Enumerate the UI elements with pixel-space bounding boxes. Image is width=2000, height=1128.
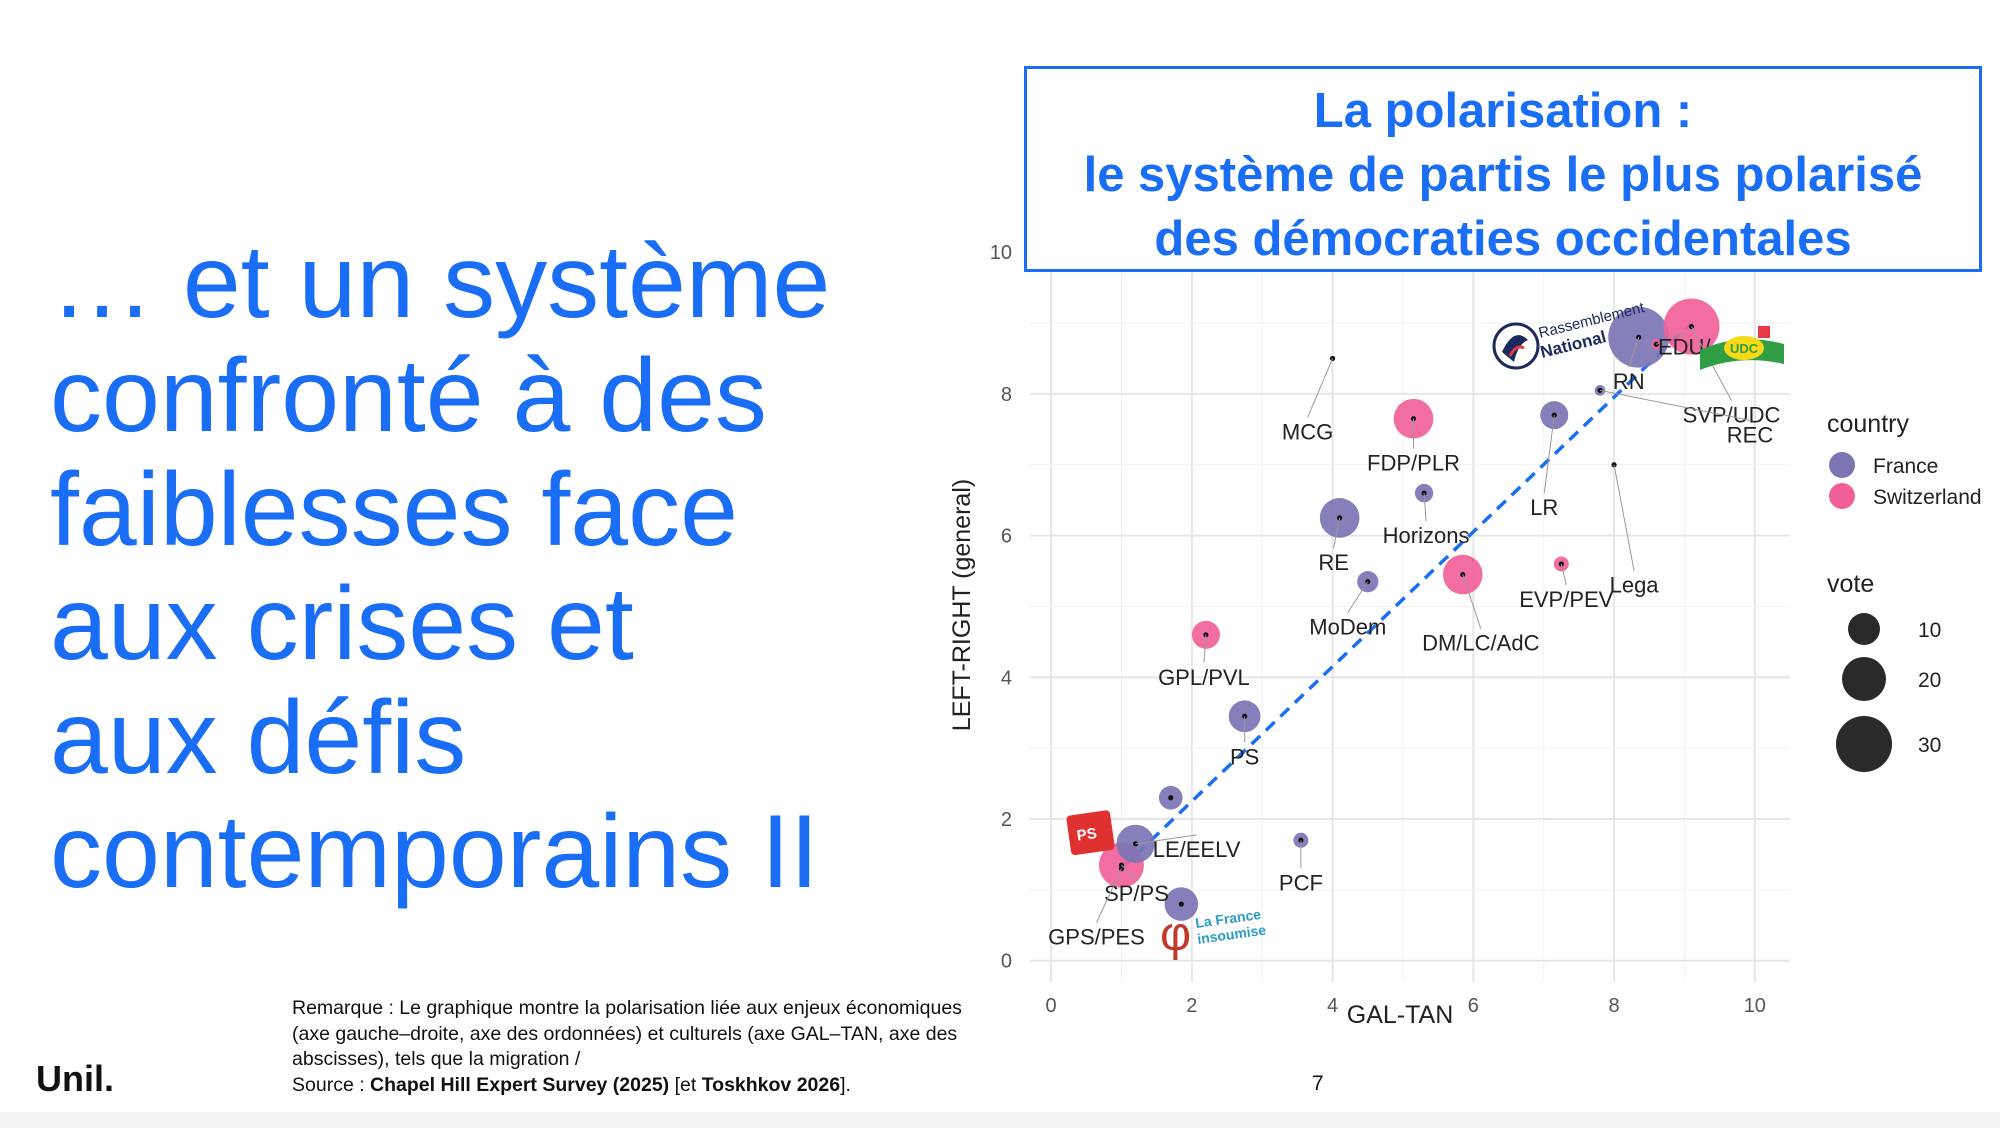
label-leader-line [1543,415,1555,494]
ps-logo-text: PS [1076,825,1098,845]
legend-france-label: France [1873,455,1938,478]
slide-title-line: aux crises et [50,566,634,682]
chart-title-line-3: des démocraties occidentales [1154,212,1852,266]
label-leader-line [1121,864,1137,880]
data-point-center [1168,795,1174,801]
legend-switzerland-swatch [1829,483,1855,509]
label-leader-line [1203,634,1207,663]
ps-logo: PS [1066,810,1115,856]
legend-vote-20-label: 20 [1918,669,1941,692]
axis-ticks: 0 2 4 6 8 10 0 2 4 6 8 10 [990,242,1766,1017]
label-leader-line [1613,464,1635,571]
slide-title-line: faiblesses face [50,452,738,568]
source-suffix: ]. [840,1073,851,1096]
x-tick-label: 8 [1609,995,1620,1017]
remark-note: Remarque : Le graphique montre la polari… [292,996,972,1098]
data-point-center [1132,841,1139,847]
y-tick-label: 8 [1001,384,1012,406]
label-leader-line [1656,331,1685,345]
point-label: Lega [1610,573,1660,598]
chart-title-box: La polarisation : le système de partis l… [1024,66,1982,272]
x-tick-label: 4 [1327,995,1338,1017]
x-tick-label: 0 [1046,995,1057,1017]
point-label: GPS/PES [1048,925,1145,950]
label-leader-line [1307,358,1334,418]
legend-vote-title: vote [1827,570,1874,598]
point-label: Horizons [1383,523,1470,548]
point-label: DM/LC/AdC [1422,631,1539,656]
label-leader-line [1628,337,1640,368]
legend-switzerland-label: Switzerland [1873,486,1982,509]
label-leader-line [1423,493,1427,522]
point-label: SP/PS [1104,881,1169,906]
point-label: MCG [1282,419,1333,444]
data-point-center [1178,901,1184,907]
point-label: MoDem [1309,615,1386,640]
point-label: FDP/PLR [1367,451,1460,476]
y-tick-label: 6 [1001,526,1012,548]
point-labels: RNEDU/SVP/UDCRECLRMCGLegaFDP/PLRHorizons… [1048,326,1781,950]
point-label: LR [1530,495,1558,520]
bottom-band [0,1112,2000,1128]
chart-title-line-1: La polarisation : [1313,84,1693,138]
legend: country France Switzerland vote 10 20 30 [1827,410,1982,772]
page-number: 7 [1312,1072,1324,1095]
trend-line [1120,321,1693,870]
slide-title-line: … et un système [50,224,831,340]
legend-country-title: country [1827,410,1909,438]
label-leader-line [1599,389,1751,421]
label-leader-line [1135,834,1197,845]
legend-vote-10-swatch [1848,613,1880,645]
legend-france-swatch [1829,452,1855,478]
phi-icon: φ [1160,908,1191,961]
source-chapel-hill: Chapel Hill Expert Survey (2025) [370,1073,670,1096]
label-leader-line [1560,563,1567,586]
y-tick-label: 2 [1001,809,1012,831]
legend-vote-30-swatch [1836,716,1892,772]
x-axis-label: GAL-TAN [1347,1001,1454,1029]
slide-title-line: aux défis [50,680,467,796]
label-leader-line [1462,574,1482,629]
source-prefix: Source : [292,1073,371,1096]
remark-text: Remarque : Le graphique montre la polari… [292,997,962,1070]
point-label: RN [1613,369,1645,394]
point-label: REC [1727,422,1774,447]
x-tick-label: 2 [1186,995,1197,1017]
y-axis-label: LEFT-RIGHT (general) [948,479,976,731]
legend-vote-10-label: 10 [1918,619,1941,642]
label-leader-line [1347,581,1369,613]
point-label: SVP/UDC [1683,403,1781,428]
source-toskhkov: Toskhkov 2026 [701,1073,841,1096]
slide-title-line: contemporains II [50,794,819,910]
chart-title-line-2: le système de partis le plus polarisé [1083,148,1923,202]
y-tick-label: 0 [1001,951,1012,973]
legend-vote-30-label: 30 [1918,734,1941,757]
y-tick-label: 10 [990,242,1012,264]
udc-logo-text: UDC [1730,341,1759,356]
point-label: EVP/PEV [1519,587,1613,612]
legend-vote-20-swatch [1842,657,1886,701]
unil-logo: Unil. [36,1058,114,1099]
source-mid: [et [669,1073,702,1096]
point-label: PS [1230,744,1259,769]
x-tick-label: 6 [1468,995,1479,1017]
point-label: RE [1318,550,1349,575]
label-leader-line [1096,868,1122,923]
point-label: LE/EELV [1153,837,1241,862]
point-label: GPL/PVL [1158,665,1250,690]
plot-background [1030,238,1790,982]
udc-logo: UDC [1700,326,1784,370]
y-tick-label: 4 [1001,667,1012,689]
slide-title-line: confronté à des [50,338,767,454]
x-tick-label: 10 [1744,995,1766,1017]
label-leader-line [1333,517,1341,548]
point-label: PCF [1279,870,1323,895]
slide-title: … et un système confronté à des faiblesses… [50,225,930,909]
